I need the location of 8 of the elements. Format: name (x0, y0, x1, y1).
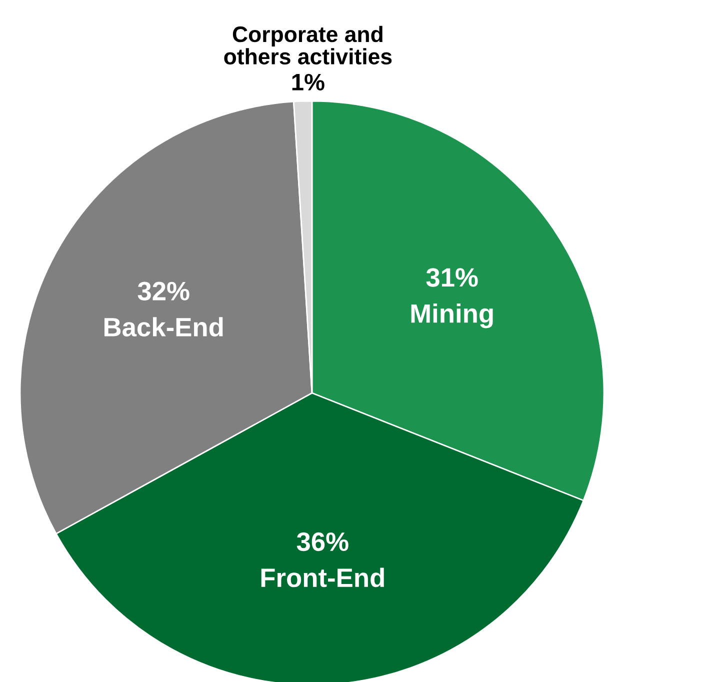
data-label: 1% (292, 74, 324, 90)
slice-label: Front-End (261, 568, 384, 588)
slice-label: Mining (411, 303, 493, 328)
data-label: 31% (426, 268, 478, 287)
data-label: 36% (296, 532, 348, 552)
slice-label: Back-End (104, 317, 223, 337)
data-label: 32% (138, 282, 190, 300)
slice-label: Corporate and others activities (224, 26, 392, 64)
